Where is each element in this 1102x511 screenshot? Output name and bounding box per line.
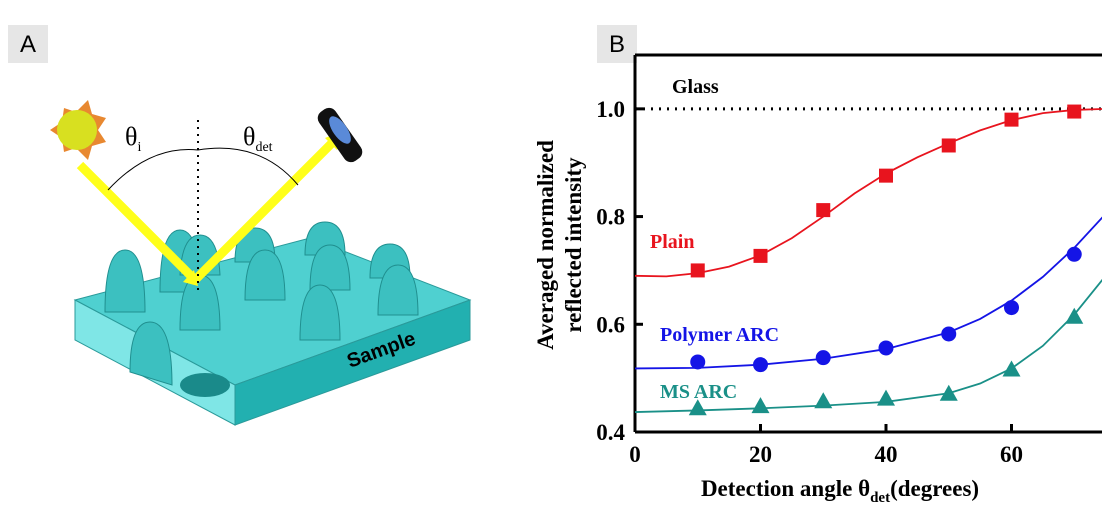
marker [942,138,956,152]
marker [1065,308,1083,324]
x-label-unit: (degrees) [890,476,979,501]
diagram: θi θdet Sample [50,100,470,425]
x-tick-label: 0 [629,442,641,467]
y-tick-label: 1.0 [596,97,625,122]
panel-label: A [20,31,36,58]
marker [816,350,831,365]
marker [754,249,768,263]
y-axis-label: Averaged normalized [533,140,558,350]
theta-sub: i [137,140,141,155]
marker [690,354,705,369]
marker [1005,113,1019,127]
x-tick-label: 20 [749,442,772,467]
theta: θ [243,122,255,151]
theta: θ [125,122,137,151]
series-label: Glass [672,76,719,98]
marker [691,263,705,277]
figure: A B θi θdet [0,0,1102,511]
y-tick-label: 0.8 [596,205,625,230]
y-tick-label: 0.4 [596,420,625,445]
x-label-sub: det [870,490,890,506]
marker [879,169,893,183]
marker [941,326,956,341]
theta-label: θdet [243,122,273,155]
theta-label: θi [125,122,141,155]
y-axis-label: reflected intensity [561,157,586,333]
theta-sub: det [255,140,272,155]
marker [1067,247,1082,262]
marker [877,390,895,406]
series-label: Plain [650,231,694,253]
series-label: MS ARC [660,381,737,403]
panel-label: B [609,31,625,58]
marker [753,357,768,372]
x-axis-label: Detection angle θdet(degrees) [701,476,979,506]
line [635,109,1102,276]
marker [1067,105,1081,119]
marker [879,340,894,355]
x-tick-label: 40 [875,442,898,467]
marker [814,392,832,408]
marker [940,385,958,401]
marker [752,397,770,413]
x-tick-label: 60 [1000,442,1023,467]
y-tick-label: 0.6 [596,312,625,337]
x-label-main: Detection angle θ [701,476,870,501]
series-label: Polymer ARC [660,324,779,346]
marker [1004,300,1019,315]
marker [816,203,830,217]
